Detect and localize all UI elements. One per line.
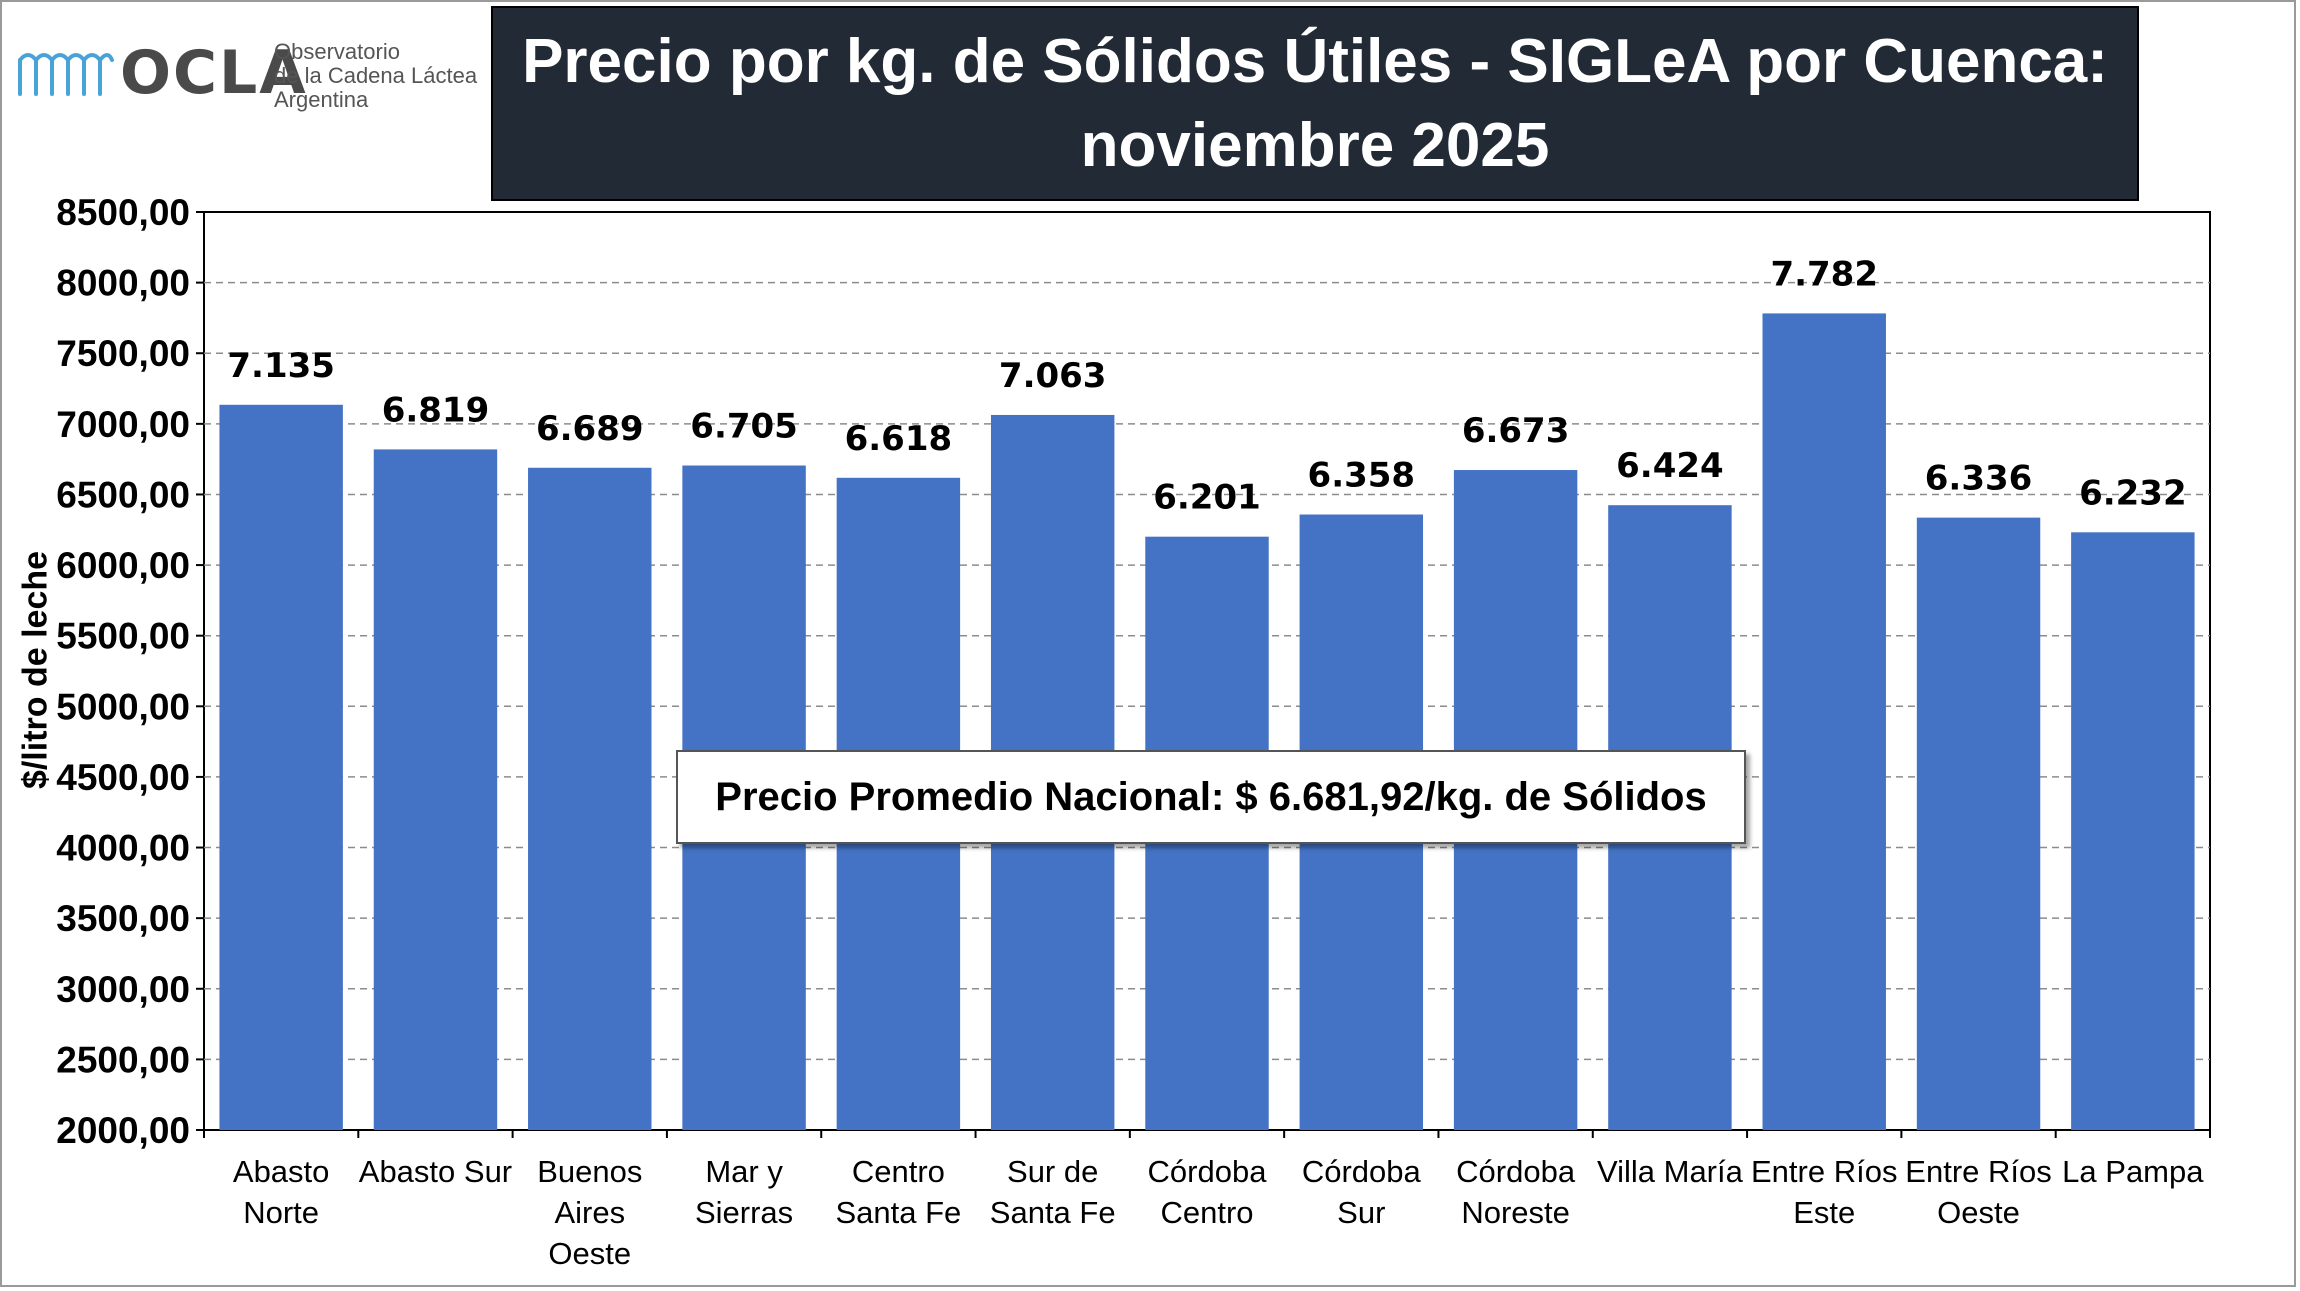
data-label: 7.063 xyxy=(999,356,1107,396)
logo-subtitle-line3: Argentina xyxy=(274,87,369,112)
x-tick-label: La Pampa xyxy=(2062,1154,2204,1189)
data-label: 6.358 xyxy=(1308,456,1416,496)
y-tick-label: 7500,00 xyxy=(56,333,190,374)
x-tick-label: Córdoba xyxy=(1148,1154,1268,1189)
data-label: 6.336 xyxy=(1925,459,2033,499)
ocla-logo: OCLA Observatorio de la Cadena Láctea Ar… xyxy=(16,36,486,126)
y-tick-label: 4500,00 xyxy=(56,757,190,798)
data-label: 6.618 xyxy=(845,419,953,459)
bar xyxy=(528,467,652,1130)
data-label: 6.673 xyxy=(1462,411,1570,451)
milk-wave-icon xyxy=(18,53,114,96)
x-tick-label: Centro xyxy=(852,1154,945,1189)
x-tick-label: Norte xyxy=(243,1195,319,1230)
chart-title-box: Precio por kg. de Sólidos Útiles - SIGLe… xyxy=(491,6,2139,201)
y-tick-label: 8000,00 xyxy=(56,263,190,304)
x-tick-label: Buenos xyxy=(537,1154,642,1189)
x-tick-label: Oeste xyxy=(548,1236,631,1271)
x-tick-label: Córdoba xyxy=(1302,1154,1422,1189)
logo-subtitle-line1: Observatorio xyxy=(274,39,400,64)
logo-wordmark: OCLA xyxy=(120,38,308,108)
bar xyxy=(1762,313,1886,1130)
x-tick-label: Noreste xyxy=(1461,1195,1570,1230)
logo-subtitle: Observatorio de la Cadena Láctea Argenti… xyxy=(274,40,477,112)
x-tick-label: Sur xyxy=(1337,1195,1385,1230)
data-label: 6.424 xyxy=(1616,446,1724,486)
y-axis-label: $/litro de leche xyxy=(16,550,55,790)
data-label: 7.135 xyxy=(227,346,335,386)
x-tick-label: Aires xyxy=(554,1195,625,1230)
x-tick-label: Santa Fe xyxy=(835,1195,961,1230)
y-tick-label: 2500,00 xyxy=(56,1039,190,1080)
data-label: 6.819 xyxy=(382,390,490,430)
x-tick-label: Oeste xyxy=(1937,1195,2020,1230)
x-tick-label: Entre Ríos xyxy=(1751,1154,1897,1189)
x-tick-label: Abasto Sur xyxy=(359,1154,512,1189)
x-tick-label: Entre Ríos xyxy=(1905,1154,2051,1189)
x-tick-label: Abasto xyxy=(233,1154,330,1189)
y-tick-label: 4000,00 xyxy=(56,828,190,869)
y-tick-label: 8500,00 xyxy=(56,192,190,233)
x-tick-label: Córdoba xyxy=(1456,1154,1576,1189)
x-tick-label: Centro xyxy=(1160,1195,1253,1230)
y-tick-label: 5500,00 xyxy=(56,616,190,657)
bar xyxy=(2071,532,2195,1130)
y-tick-label: 3000,00 xyxy=(56,969,190,1010)
data-label: 7.782 xyxy=(1770,254,1878,294)
x-tick-label: Este xyxy=(1793,1195,1855,1230)
data-label: 6.705 xyxy=(690,407,798,447)
x-tick-label: Sur de xyxy=(1007,1154,1098,1189)
y-tick-label: 7000,00 xyxy=(56,404,190,445)
data-label: 6.689 xyxy=(536,409,644,449)
logo-subtitle-line2: de la Cadena Láctea xyxy=(274,63,478,88)
x-tick-label: Villa María xyxy=(1597,1154,1744,1189)
data-label: 6.201 xyxy=(1153,478,1261,518)
y-tick-label: 6000,00 xyxy=(56,545,190,586)
data-label: 6.232 xyxy=(2079,473,2187,513)
x-tick-label: Santa Fe xyxy=(990,1195,1116,1230)
y-tick-label: 2000,00 xyxy=(56,1110,190,1151)
x-tick-label: Mar y xyxy=(705,1154,783,1189)
y-tick-label: 3500,00 xyxy=(56,898,190,939)
x-tick-label: Sierras xyxy=(695,1195,793,1230)
bar xyxy=(219,404,343,1130)
bar xyxy=(373,449,498,1130)
chart-title: Precio por kg. de Sólidos Útiles - SIGLe… xyxy=(522,26,2108,180)
y-tick-label: 6500,00 xyxy=(56,474,190,515)
y-tick-label: 5000,00 xyxy=(56,686,190,727)
national-average-annotation: Precio Promedio Nacional: $ 6.681,92/kg.… xyxy=(676,750,1746,844)
bar xyxy=(1916,517,2041,1130)
